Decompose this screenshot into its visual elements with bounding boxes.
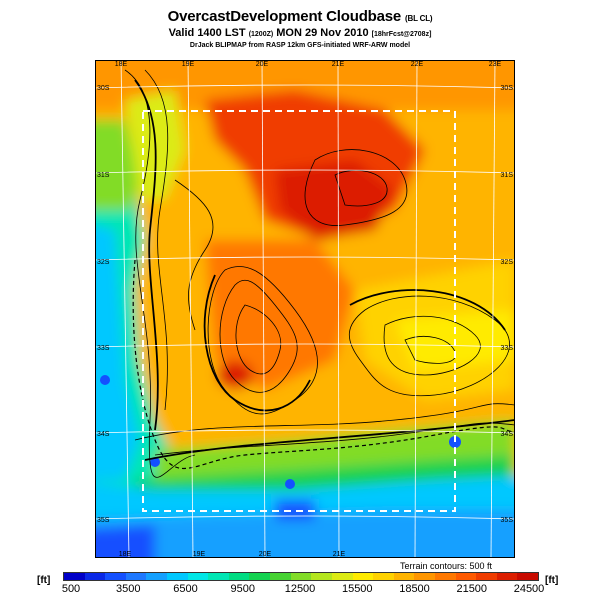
colorbar-swatch <box>105 573 126 580</box>
colorbar-swatch <box>331 573 353 580</box>
colorbar-swatch <box>84 573 106 580</box>
lat-label-left: 32S <box>97 259 110 266</box>
colorbar-label: 9500 <box>230 583 255 595</box>
colorbar-labels: 500 3500 6500 9500 12500 15500 18500 21500 24500 <box>61 583 544 597</box>
lon-label-top: 20E <box>256 61 269 68</box>
lon-label-top: 21E <box>332 61 345 68</box>
inner-domain-box <box>142 110 456 512</box>
unit-label-left: [ft] <box>37 575 51 586</box>
lon-label-bottom: 19E <box>193 551 206 558</box>
colorbar-swatch <box>167 573 188 580</box>
colorbar-label: 3500 <box>116 583 141 595</box>
colorbar <box>63 572 539 581</box>
colorbar-swatch <box>373 573 394 580</box>
colorbar-swatch <box>352 573 374 580</box>
lat-label-left: 33S <box>97 345 110 352</box>
utc-time: (1200Z) <box>248 31 274 38</box>
blue-spot <box>285 479 295 489</box>
colorbar-swatch <box>455 573 477 580</box>
contour-note: Terrain contours: 500 ft <box>400 561 493 571</box>
model-credit: DrJack BLIPMAP from RASP 12km GFS-initia… <box>189 42 411 49</box>
lon-label-top: 22E <box>411 61 424 68</box>
lat-label-left: 35S <box>97 517 110 524</box>
colorbar-swatch <box>434 573 456 580</box>
colorbar-swatch <box>414 573 435 580</box>
colorbar-label: 15500 <box>341 583 373 595</box>
colorbar-swatch <box>208 573 229 580</box>
lat-label-right: 32S <box>501 259 514 266</box>
colorbar-label: 12500 <box>284 583 316 595</box>
colorbar-swatch <box>146 573 168 580</box>
terrain-contours-bold <box>134 79 515 461</box>
colorbar-swatch <box>249 573 271 580</box>
coastline <box>132 259 515 470</box>
colorbar-swatch <box>125 573 147 580</box>
colorbar-swatch <box>270 573 291 580</box>
lat-label-right: 31S <box>501 172 514 179</box>
cloudbase-map: 18E 19E 20E 21E 22E 23E 18E 19E 20E 21E … <box>95 60 515 558</box>
blue-spot <box>150 457 160 467</box>
lat-label-left: 30S <box>97 85 110 92</box>
colorbar-swatch <box>476 573 497 580</box>
date-text: MON 29 Nov 2010 <box>276 27 369 39</box>
colorbar-swatch <box>290 573 312 580</box>
chart-subtitle: Valid 1400 LST (1200Z) MON 29 Nov 2010 [… <box>0 27 600 39</box>
lon-label-bottom: 21E <box>333 551 346 558</box>
colorbar-swatch <box>496 573 518 580</box>
lon-label-bottom: 18E <box>119 551 132 558</box>
lat-label-right: 30S <box>501 85 514 92</box>
colorbar-swatch <box>187 573 209 580</box>
colorbar-swatch <box>393 573 415 580</box>
forecast-tag: [18hrFcst@2708z] <box>371 31 432 38</box>
colorbar-label: 6500 <box>173 583 198 595</box>
lat-label-right: 34S <box>501 431 514 438</box>
unit-label-right: [ft] <box>545 575 559 586</box>
colorbar-swatch <box>64 573 85 580</box>
lon-label-top: 23E <box>489 61 502 68</box>
colorbar-swatch <box>311 573 332 580</box>
colorbar-label: 24500 <box>513 583 545 595</box>
lon-label-top: 19E <box>182 61 195 68</box>
lat-label-right: 35S <box>501 517 514 524</box>
colorbar-label: 18500 <box>399 583 430 595</box>
chart-title: OvercastDevelopment Cloudbase (BL CL) <box>0 8 600 25</box>
title-main: OvercastDevelopment Cloudbase <box>167 8 402 25</box>
colorbar-label: 21500 <box>456 583 488 595</box>
colorbar-swatch <box>517 573 539 580</box>
color-field <box>95 60 515 558</box>
title-tag: (BL CL) <box>405 14 433 23</box>
lon-label-top: 18E <box>115 61 128 68</box>
lat-label-right: 33S <box>501 345 514 352</box>
lat-label-left: 31S <box>97 172 110 179</box>
map-frame <box>95 60 515 558</box>
colorbar-label: 500 <box>61 583 81 595</box>
graticule <box>95 60 515 558</box>
valid-text: Valid 1400 LST <box>168 27 246 39</box>
lon-label-bottom: 20E <box>259 551 272 558</box>
blue-spot <box>100 375 110 385</box>
lat-label-left: 34S <box>97 431 110 438</box>
colorbar-swatch <box>228 573 250 580</box>
